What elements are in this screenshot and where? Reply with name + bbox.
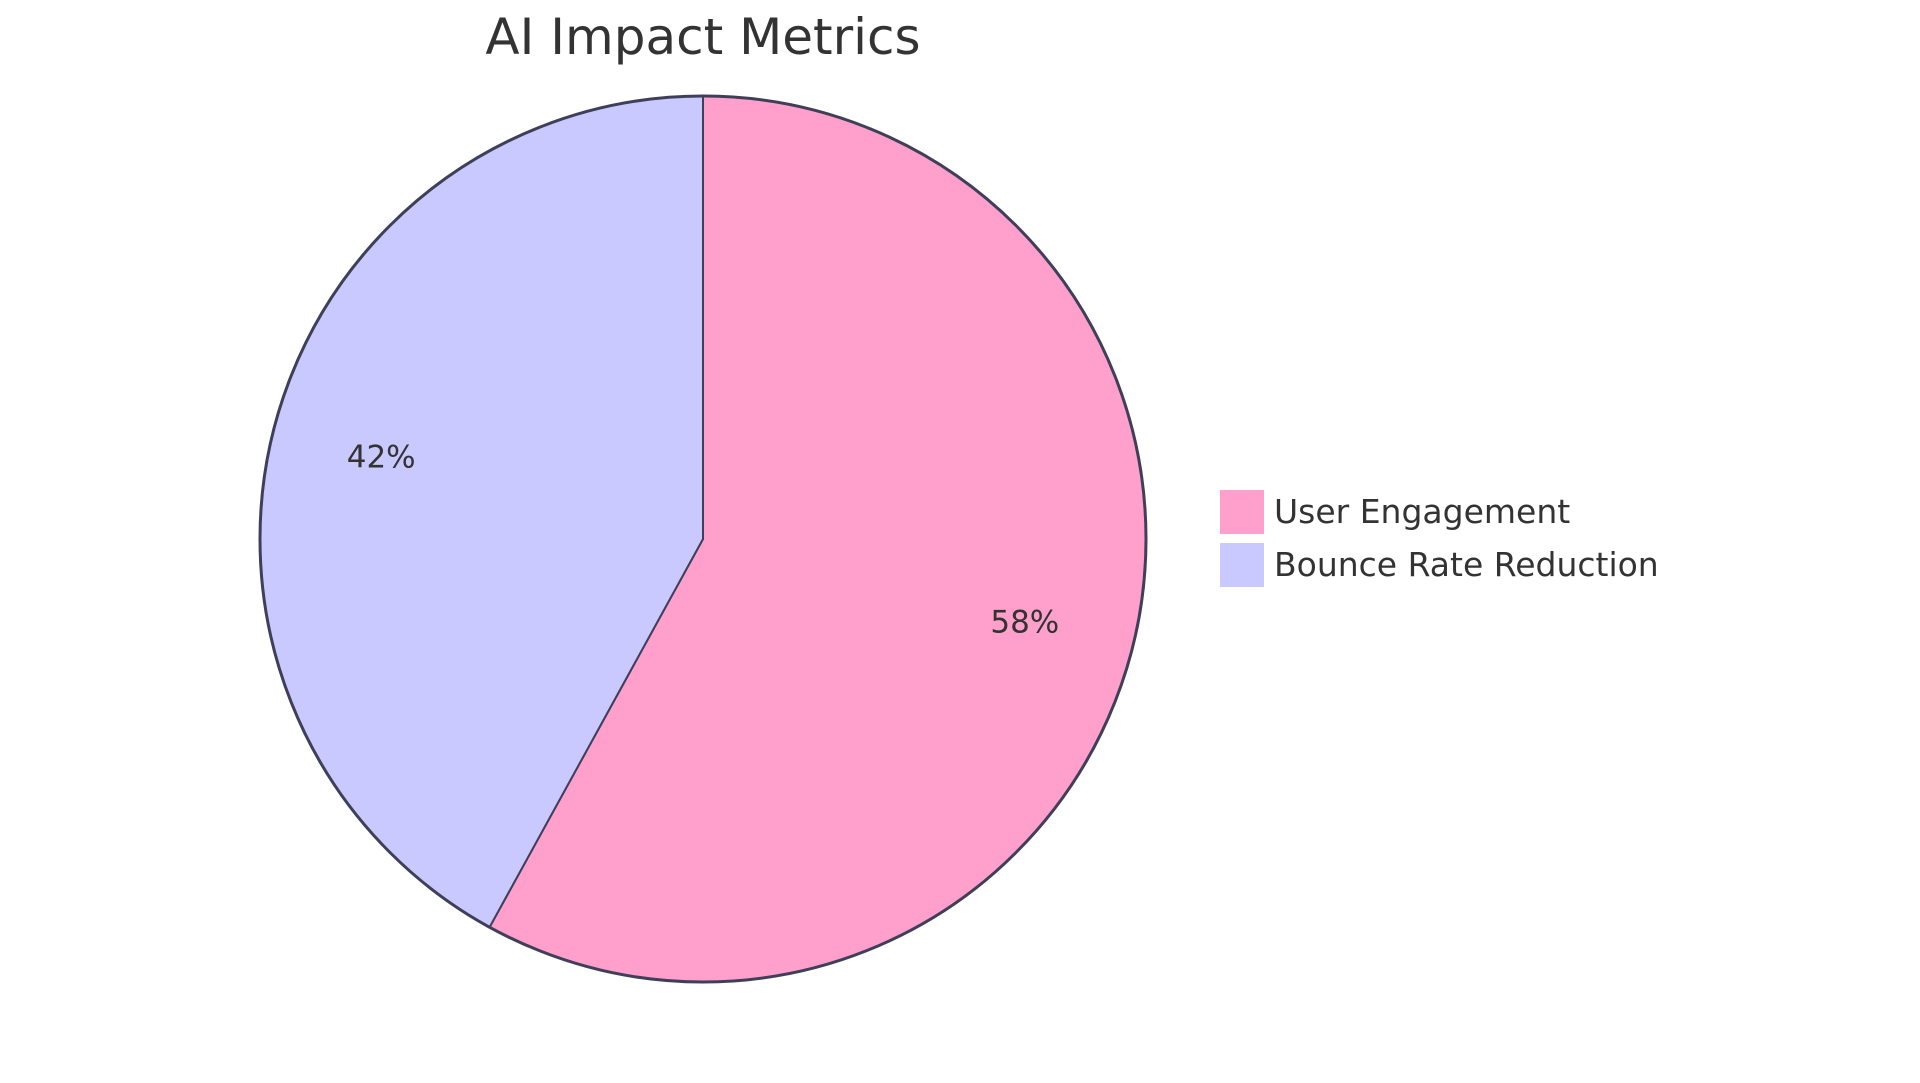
chart-title: AI Impact Metrics xyxy=(485,8,921,66)
legend: User Engagement Bounce Rate Reduction xyxy=(1220,485,1659,591)
legend-item-bounce-rate-reduction[interactable]: Bounce Rate Reduction xyxy=(1220,538,1659,591)
legend-label: User Engagement xyxy=(1274,492,1571,531)
legend-swatch-lavender xyxy=(1220,542,1264,587)
legend-item-user-engagement[interactable]: User Engagement xyxy=(1220,485,1659,538)
slice-label-bounce-rate-reduction: 42% xyxy=(347,439,416,475)
pie-outline xyxy=(258,94,1148,984)
legend-label: Bounce Rate Reduction xyxy=(1274,545,1659,584)
slice-label-user-engagement: 58% xyxy=(990,605,1059,641)
legend-swatch-pink xyxy=(1220,489,1264,534)
